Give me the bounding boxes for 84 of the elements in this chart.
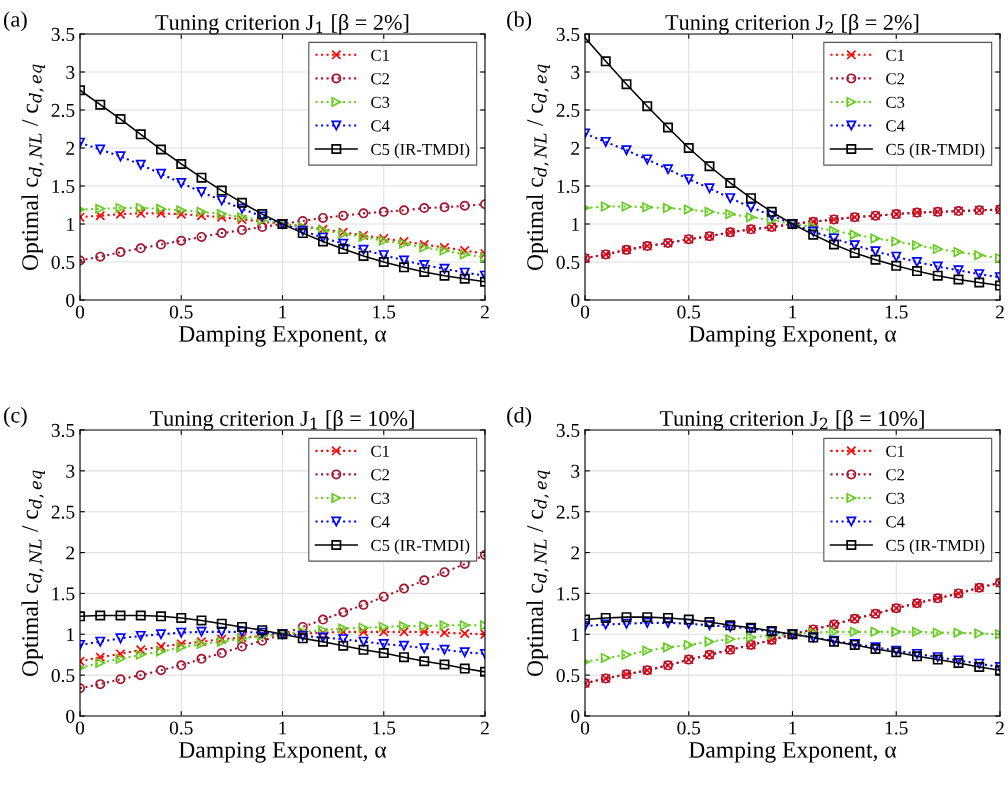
y-tick-label: 0 xyxy=(66,709,75,723)
y-tick-label: 3.5 xyxy=(51,27,75,42)
legend-label: C1 xyxy=(371,445,389,457)
legend-label: C5 (IR-TMDI) xyxy=(886,539,985,555)
y-tick-label: 2.5 xyxy=(51,103,75,118)
x-tick-label: 2 xyxy=(995,305,1004,319)
y-tick-label: 3.5 xyxy=(51,423,75,438)
chart-title: Tuning criterion J$_{2}$ [β = 10%] xyxy=(659,410,924,431)
x-tick-label: 2 xyxy=(480,305,489,319)
y-tick-label: 1 xyxy=(67,628,74,642)
y-tick-label: 3 xyxy=(571,464,580,478)
y-tick-label: 1 xyxy=(572,217,579,231)
legend-label: C4 xyxy=(886,516,905,528)
x-tick-label: 1 xyxy=(279,305,287,319)
x-axis-title: Damping Exponent, α xyxy=(178,325,387,347)
legend-label: C1 xyxy=(886,445,904,457)
y-axis-title: Optimal c$_{d,NL}$ / c$_{d,eq}$ xyxy=(21,470,45,677)
y-tick-label: 1.5 xyxy=(52,179,75,194)
y-axis-title: Optimal c$_{d,NL}$ / c$_{d,eq}$ xyxy=(526,64,550,271)
chart-title: Tuning criterion J$_{1}$ [β = 10%] xyxy=(149,410,414,431)
y-tick-label: 0.5 xyxy=(51,668,75,683)
legend-label: C4 xyxy=(886,120,905,132)
y-tick-label: 3 xyxy=(66,464,75,478)
y-tick-label: 2 xyxy=(66,546,75,560)
y-tick-label: 0 xyxy=(571,293,580,307)
y-tick-label: 3.5 xyxy=(556,27,580,42)
legend-label: C4 xyxy=(371,120,390,132)
x-axis-title: Damping Exponent, α xyxy=(178,741,387,763)
x-tick-label: 2 xyxy=(480,721,489,735)
y-tick-label: 2 xyxy=(66,141,75,155)
legend-label: C1 xyxy=(886,49,904,61)
y-tick-label: 1 xyxy=(67,217,74,231)
y-tick-label: 0 xyxy=(66,293,75,307)
x-axis-title: Damping Exponent, α xyxy=(688,325,897,347)
x-tick-label: 1.5 xyxy=(885,721,908,735)
chart-title: Tuning criterion J$_{1}$ [β = 2%] xyxy=(155,14,409,35)
y-tick-label: 3 xyxy=(571,65,580,79)
x-tick-label: 1.5 xyxy=(373,305,396,319)
x-tick-label: 2 xyxy=(995,721,1004,735)
y-tick-label: 3.5 xyxy=(556,423,580,438)
y-tick-label: 0.5 xyxy=(556,668,580,683)
chart-title: Tuning criterion J$_{2}$ [β = 2%] xyxy=(665,14,919,35)
text: (b) xyxy=(507,11,532,32)
legend-label: C5 (IR-TMDI) xyxy=(371,143,470,159)
y-tick-label: 1.5 xyxy=(52,587,75,601)
legend-label: C1 xyxy=(371,49,389,61)
x-axis-title: Damping Exponent, α xyxy=(688,741,897,763)
y-tick-label: 3 xyxy=(66,65,75,79)
x-tick-label: 1.5 xyxy=(373,721,396,735)
legend-label: C5 (IR-TMDI) xyxy=(886,143,985,159)
y-tick-label: 2.5 xyxy=(51,505,75,519)
y-axis-title: Optimal c$_{d,NL}$ / c$_{d,eq}$ xyxy=(21,64,45,271)
x-tick-label: 1 xyxy=(789,721,797,735)
y-tick-label: 1.5 xyxy=(557,587,580,601)
y-tick-label: 2 xyxy=(571,546,580,560)
x-tick-label: 0.5 xyxy=(677,305,701,319)
legend-label: C2 xyxy=(371,469,390,481)
x-tick-label: 0.5 xyxy=(169,721,193,735)
legend-label: C3 xyxy=(371,492,390,504)
legend-label: C3 xyxy=(371,96,390,108)
legend-label: C5 (IR-TMDI) xyxy=(371,539,470,555)
legend-label: C2 xyxy=(886,469,905,481)
legend-label: C3 xyxy=(886,492,905,504)
text: (c) xyxy=(4,406,27,428)
legend-label: C4 xyxy=(371,516,390,528)
y-axis-title: Optimal c$_{d,NL}$ / c$_{d,eq}$ xyxy=(526,470,550,677)
y-tick-label: 1 xyxy=(572,628,579,642)
legend-label: C2 xyxy=(886,73,905,85)
x-tick-label: 0.5 xyxy=(677,721,701,735)
legend-label: C2 xyxy=(371,73,390,85)
y-tick-label: 1.5 xyxy=(557,179,580,194)
y-tick-label: 0.5 xyxy=(556,255,580,270)
y-tick-label: 2.5 xyxy=(556,505,580,519)
y-tick-label: 2.5 xyxy=(556,103,580,118)
x-tick-label: 1 xyxy=(789,305,797,319)
x-tick-label: 1.5 xyxy=(885,305,908,319)
legend-label: C3 xyxy=(886,96,905,108)
y-tick-label: 0 xyxy=(571,709,580,723)
x-tick-label: 0.5 xyxy=(169,305,193,319)
text: (a) xyxy=(4,11,27,32)
x-tick-label: 1 xyxy=(279,721,287,735)
y-tick-label: 2 xyxy=(571,141,580,155)
y-tick-label: 0.5 xyxy=(51,255,75,270)
text: (d) xyxy=(507,406,532,428)
